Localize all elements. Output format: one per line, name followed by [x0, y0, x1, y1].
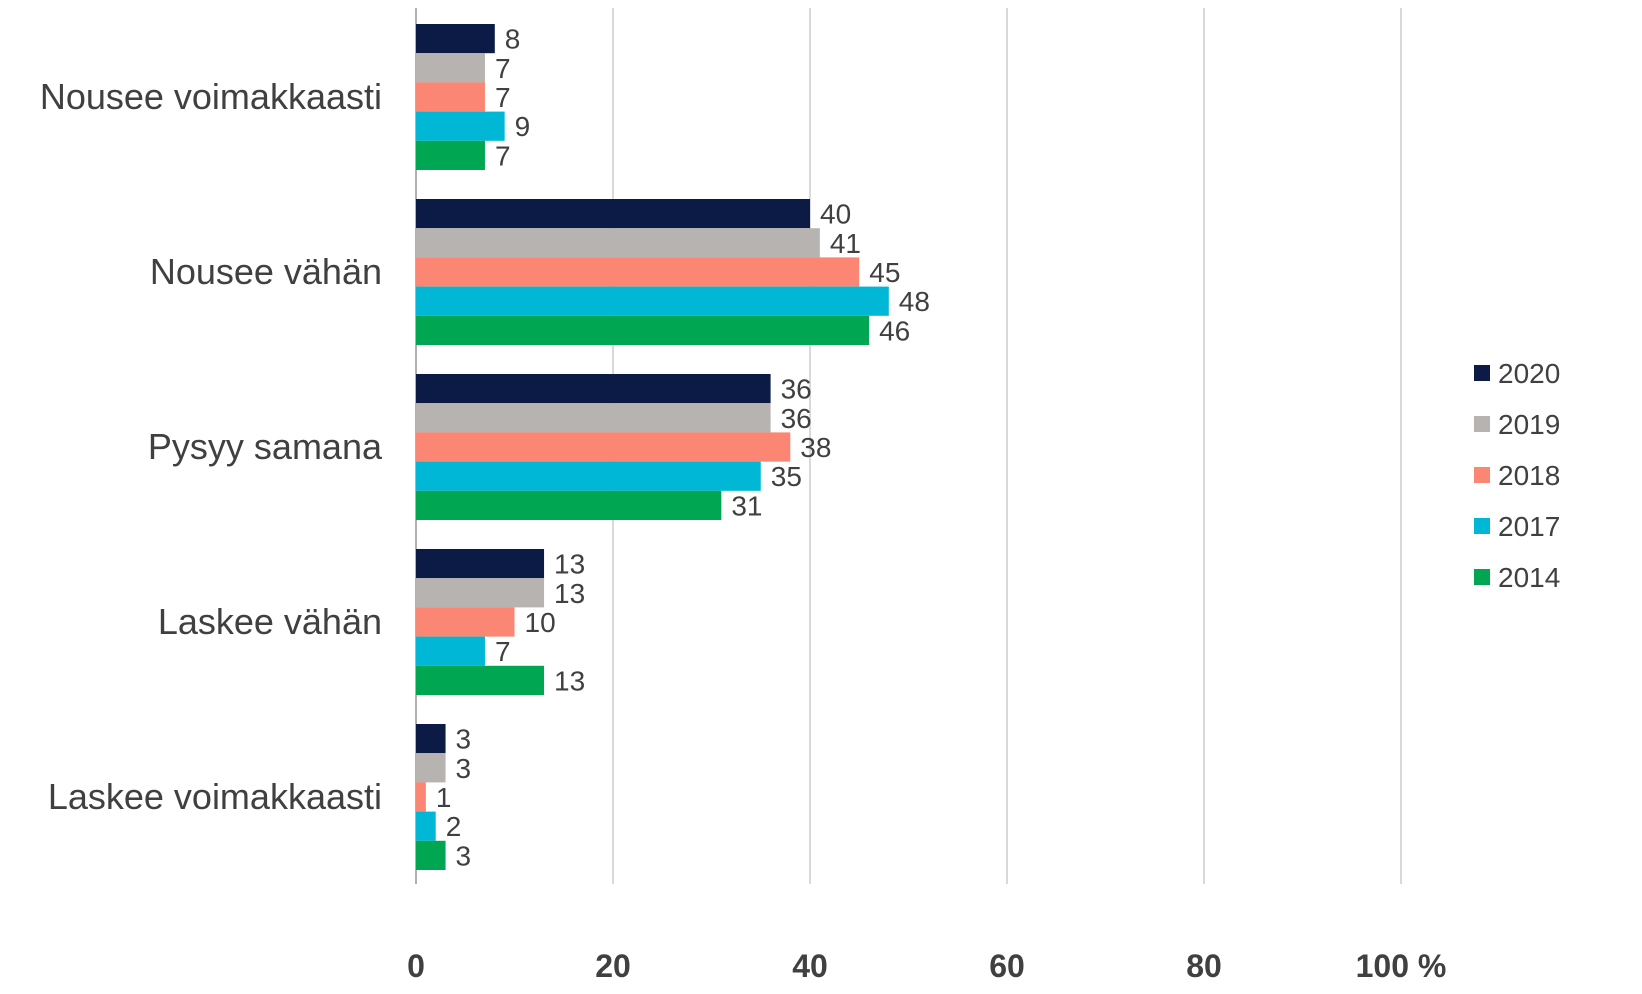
legend-label: 2018	[1498, 460, 1560, 491]
bar	[416, 578, 545, 608]
bar	[416, 840, 446, 870]
data-label: 46	[879, 315, 910, 346]
bar	[416, 432, 791, 462]
data-label: 8	[505, 24, 521, 55]
bar	[416, 782, 426, 812]
data-label: 40	[820, 199, 851, 230]
data-label: 13	[554, 665, 585, 696]
data-label: 3	[456, 753, 472, 784]
data-label: 35	[771, 461, 802, 492]
data-label: 7	[495, 53, 511, 84]
legend-label: 2014	[1498, 562, 1560, 593]
data-label: 13	[554, 578, 585, 609]
bar	[416, 461, 761, 491]
bar	[416, 140, 485, 170]
x-tick-label: 100 %	[1356, 948, 1447, 984]
category-label: Laskee voimakkaasti	[48, 776, 382, 817]
bar	[416, 753, 446, 783]
legend-swatch	[1474, 569, 1490, 585]
category-label: Laskee vähän	[158, 601, 382, 642]
bar	[416, 490, 722, 520]
bars	[416, 24, 889, 870]
data-label: 10	[525, 607, 556, 638]
bar	[416, 724, 446, 754]
category-label: Nousee voimakkaasti	[40, 76, 382, 117]
bar	[416, 228, 820, 258]
legend-label: 2019	[1498, 409, 1560, 440]
legend: 2020 2019 2018 2017 2014	[1474, 358, 1560, 593]
data-label: 36	[781, 403, 812, 434]
data-label: 36	[781, 374, 812, 405]
bar	[416, 811, 436, 841]
bar	[416, 199, 810, 229]
bar	[416, 636, 485, 666]
data-label: 7	[495, 636, 511, 667]
bar	[416, 374, 771, 404]
bar	[416, 549, 545, 579]
legend-swatch	[1474, 416, 1490, 432]
bar	[416, 257, 860, 287]
data-label: 38	[800, 432, 831, 463]
legend-swatch	[1474, 467, 1490, 483]
x-axis-ticks: 0 20 40 60 80 100 %	[407, 948, 1446, 984]
legend-label: 2017	[1498, 511, 1560, 542]
bar	[416, 607, 515, 637]
data-label: 48	[899, 286, 930, 317]
category-label: Nousee vähän	[150, 251, 382, 292]
data-label: 9	[515, 111, 531, 142]
bar	[416, 403, 771, 433]
data-label: 3	[456, 840, 472, 871]
bar	[416, 315, 870, 345]
category-labels: Nousee voimakkaasti Nousee vähän Pysyy sam…	[40, 76, 383, 817]
bar	[416, 24, 495, 54]
legend-swatch	[1474, 518, 1490, 534]
bar	[416, 286, 889, 316]
bar	[416, 82, 485, 112]
x-tick-label: 80	[1186, 948, 1222, 984]
bar	[416, 665, 545, 695]
data-label: 41	[830, 228, 861, 259]
data-label: 31	[731, 490, 762, 521]
x-tick-label: 20	[595, 948, 631, 984]
data-label: 13	[554, 549, 585, 580]
bar	[416, 53, 485, 83]
category-label: Pysyy samana	[148, 426, 383, 467]
legend-swatch	[1474, 365, 1490, 381]
x-tick-label: 40	[792, 948, 828, 984]
data-label: 7	[495, 140, 511, 171]
x-tick-label: 0	[407, 948, 425, 984]
legend-label: 2020	[1498, 358, 1560, 389]
data-label: 7	[495, 82, 511, 113]
data-label: 3	[456, 724, 472, 755]
data-label: 2	[446, 811, 462, 842]
data-label: 1	[436, 782, 452, 813]
x-tick-label: 60	[989, 948, 1025, 984]
data-label: 45	[869, 257, 900, 288]
bar	[416, 111, 505, 141]
